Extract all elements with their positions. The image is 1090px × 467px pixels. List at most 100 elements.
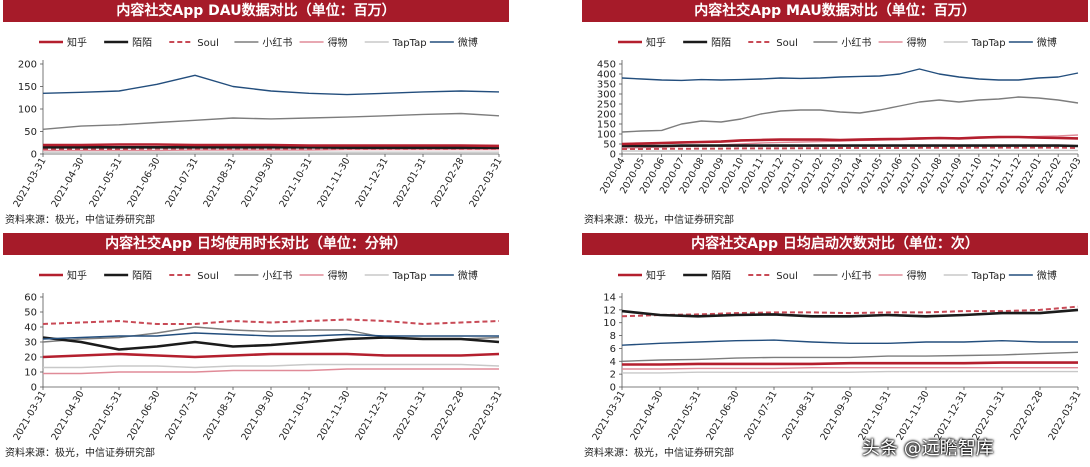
duration-chart-panel: 内容社交App 日均使用时长对比（单位：分钟） 知乎 陌陌 Soul 小红书 得物 Tap… (3, 233, 513, 466)
x-tick-label: 2021-10-31 (277, 389, 314, 442)
legend-item: 微博 (429, 269, 478, 282)
legend-label: TapTap (392, 271, 427, 282)
x-tick-label: 2021-11-30 (315, 389, 352, 442)
legend-item: TapTap (943, 38, 1006, 49)
x-tick-label: 2022-03-31 (467, 389, 504, 442)
legend-item: 知乎 (618, 36, 666, 49)
x-tick-label: 2022-03-31 (467, 156, 504, 209)
y-tick-label: 6 (610, 344, 616, 355)
legend-item: 陌陌 (683, 270, 731, 282)
legend-label: 知乎 (646, 36, 666, 49)
x-tick-label: 2022-02-28 (429, 156, 466, 209)
y-tick-label: 200 (18, 60, 37, 71)
mau-chart: 知乎 陌陌 Soul 小红书 得物 TapTap 微博 0501001502002503003… (597, 36, 1084, 196)
legend-item: Soul (748, 38, 798, 49)
y-tick-label: 0 (610, 383, 616, 394)
y-tick-label: 8 (610, 331, 616, 342)
series-line-TapTap (43, 363, 500, 369)
series-line-TapTap (622, 370, 1078, 374)
legend-label: 知乎 (646, 269, 666, 282)
dau-chart: 知乎 陌陌 Soul 小红书 得物 TapTap 微博 0 50 100 150 200 2021-03… (11, 36, 504, 209)
watermark: 头条 @远瞻智库 (862, 438, 994, 459)
legend-label: 得物 (907, 269, 927, 282)
y-tick-label: 0 (31, 383, 37, 394)
y-tick-label: 20 (24, 353, 37, 364)
y-tick-label: 10 (24, 368, 37, 379)
x-tick-label: 2021-03-31 (11, 156, 48, 209)
legend-label: 小红书 (841, 36, 871, 49)
legend-item: TapTap (364, 271, 427, 282)
series-line-Soul (621, 305, 1079, 318)
legend-label: 微博 (458, 269, 478, 282)
legend-item: 陌陌 (104, 37, 152, 49)
y-tick-label: 300 (597, 90, 616, 101)
y-tick-label: 100 (18, 105, 37, 116)
legend-item: Soul (169, 271, 219, 282)
legend-label: 陌陌 (711, 270, 731, 282)
series-line-Soul (622, 146, 1079, 150)
series-line-陌陌 (42, 336, 500, 351)
launches-chart-panel: 内容社交App 日均启动次数对比（单位：次） 知乎 陌陌 Soul 小红书 得物 TapT… (582, 233, 1090, 466)
legend-item: 得物 (299, 36, 348, 49)
legend: 知乎 陌陌 Soul 小红书 得物 TapTap 微博 (618, 36, 1057, 49)
series-line-知乎 (621, 135, 1079, 146)
y-tick-label: 50 (24, 127, 37, 138)
y-tick-label: 150 (18, 82, 37, 93)
y-tick-label: 60 (24, 293, 37, 304)
x-tick-label: 2021-05-31 (666, 389, 703, 442)
x-tick-label: 2022-02-28 (429, 389, 466, 442)
legend-label: 得物 (328, 269, 348, 282)
legend-item: 得物 (299, 269, 348, 282)
x-tick-label: 2021-12-31 (353, 156, 390, 209)
series-line-Soul (42, 318, 500, 325)
legend-label: 陌陌 (711, 37, 731, 49)
y-tick-label: 50 (24, 308, 37, 319)
y-tick-label: 10 (603, 318, 616, 329)
x-tick-label: 2021-06-30 (125, 389, 162, 442)
legend-item: 微博 (429, 36, 478, 49)
x-tick-label: 2021-09-30 (239, 156, 276, 209)
y-tick-label: 14 (603, 293, 616, 304)
x-tick-label: 2022-02-28 (1008, 389, 1045, 442)
y-tick-label: 250 (597, 100, 616, 111)
legend: 知乎 陌陌 Soul 小红书 得物 TapTap 微博 (39, 36, 478, 49)
legend-label: 得物 (907, 36, 927, 49)
legend-item: 陌陌 (104, 270, 152, 282)
legend-item: 陌陌 (683, 37, 731, 49)
x-tick-label: 2021-07-31 (163, 156, 200, 209)
legend-item: 得物 (878, 269, 927, 282)
x-tick-label: 2021-07-31 (742, 389, 779, 442)
legend-item: TapTap (364, 38, 427, 49)
x-tick-label: 2021-11-30 (315, 156, 352, 209)
y-tick-label: 150 (597, 120, 616, 131)
x-tick-label: 2021-06-30 (125, 156, 162, 209)
duration-chart: 知乎 陌陌 Soul 小红书 得物 TapTap 微博 0 10 20 30 40 50 60 2021-0… (11, 269, 504, 442)
y-tick-label: 50 (603, 140, 616, 151)
y-tick-label: 100 (597, 130, 616, 141)
x-tick-label: 2022-01-31 (391, 156, 428, 209)
y-tick-label: 400 (597, 70, 616, 81)
series-line-微博 (42, 332, 499, 340)
chart-title: 内容社交App DAU数据对比（单位：百万） (3, 0, 509, 22)
series-line-知乎 (622, 361, 1078, 366)
x-tick-label: 2022-01-31 (391, 389, 428, 442)
x-tick-label: 2021-05-31 (87, 156, 124, 209)
x-tick-label: 2021-03-31 (590, 389, 627, 442)
series-line-小红书 (42, 112, 500, 130)
series-line-微博 (42, 74, 500, 96)
chart-source: 资料来源：极光，中信证券研究部 (584, 215, 734, 226)
y-tick-label: 200 (597, 110, 616, 121)
x-tick-label: 2022-03-31 (1046, 389, 1083, 442)
series-line-知乎 (43, 143, 500, 148)
legend-label: Soul (197, 271, 219, 282)
y-tick-label: 12 (603, 305, 616, 316)
x-tick-label: 2021-09-30 (818, 389, 855, 442)
x-tick-label: 2021-08-31 (201, 156, 238, 209)
y-tick-label: 40 (24, 323, 37, 334)
legend-item: 得物 (878, 36, 927, 49)
x-tick-label: 2021-04-30 (49, 156, 86, 209)
legend-item: Soul (169, 38, 219, 49)
legend-label: 陌陌 (132, 37, 152, 49)
legend-item: 小红书 (234, 269, 292, 282)
